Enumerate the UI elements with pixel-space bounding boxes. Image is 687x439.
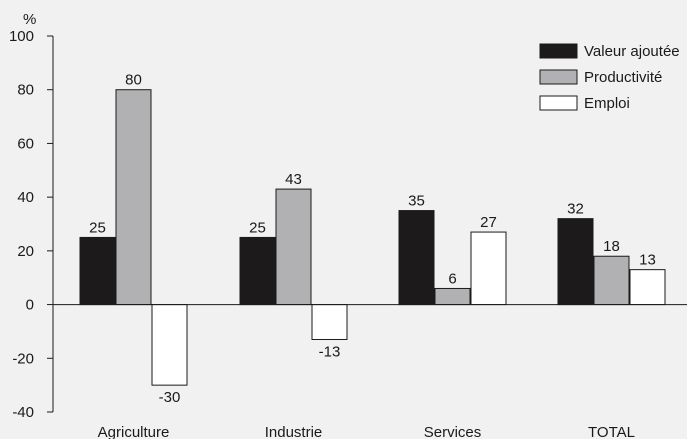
y-axis: -40 -20 0 20 40 60 80 100	[9, 28, 54, 421]
bar-services-valeur-ajoutee	[398, 210, 435, 306]
y-tick-label: 60	[17, 135, 34, 152]
data-label: -30	[159, 389, 181, 406]
y-tick-label: 20	[17, 243, 34, 260]
legend-swatch-productivite	[539, 69, 578, 85]
data-label: 27	[480, 214, 497, 231]
bars	[79, 89, 666, 386]
data-label: 13	[639, 252, 656, 269]
data-label: 6	[448, 270, 456, 287]
bar-industrie-productivite	[275, 188, 312, 306]
y-tick-label: -20	[12, 350, 34, 367]
legend-label-productivite: Productivité	[584, 69, 662, 86]
bar-total-productivite	[593, 255, 630, 306]
x-tick-label: Agriculture	[98, 424, 170, 439]
y-unit-label: %	[23, 11, 36, 28]
bar-agriculture-valeur-ajoutee	[79, 236, 116, 306]
data-label: 32	[567, 201, 584, 218]
y-tick-label: 100	[9, 28, 34, 45]
bar-total-emploi	[629, 269, 666, 306]
bar-total-valeur-ajoutee	[557, 218, 594, 306]
x-tick-label: Services	[424, 424, 482, 439]
bar-industrie-emploi	[311, 304, 348, 340]
data-label: 25	[249, 219, 266, 236]
y-tick-label: 0	[26, 297, 34, 314]
data-label: 80	[125, 72, 142, 89]
data-labels: 25 80 -30 25 43 -13 35 6 27 32 18 13	[89, 72, 656, 406]
y-tick-label: -40	[12, 404, 34, 421]
data-label: 18	[603, 238, 620, 255]
bar-agriculture-emploi	[151, 304, 188, 386]
legend-swatch-valeur-ajoutee	[539, 43, 578, 59]
y-tick-label: 40	[17, 189, 34, 206]
legend: Valeur ajoutée Productivité Emploi	[539, 43, 680, 112]
x-tick-label: TOTAL	[588, 424, 635, 439]
legend-swatch-emploi	[539, 95, 578, 111]
data-label: -13	[319, 343, 341, 360]
data-label: 25	[89, 219, 106, 236]
legend-label-valeur-ajoutee: Valeur ajoutée	[584, 43, 680, 60]
data-label: 43	[285, 171, 302, 188]
legend-label-emploi: Emploi	[584, 95, 630, 112]
data-label: 35	[408, 193, 425, 210]
bar-services-emploi	[470, 231, 507, 306]
bar-agriculture-productivite	[115, 89, 152, 306]
bar-services-productivite	[434, 287, 471, 306]
y-tick-label: 80	[17, 82, 34, 99]
x-axis: Agriculture Industrie Services TOTAL	[53, 304, 687, 439]
bar-industrie-valeur-ajoutee	[239, 236, 276, 306]
x-tick-label: Industrie	[265, 424, 323, 439]
